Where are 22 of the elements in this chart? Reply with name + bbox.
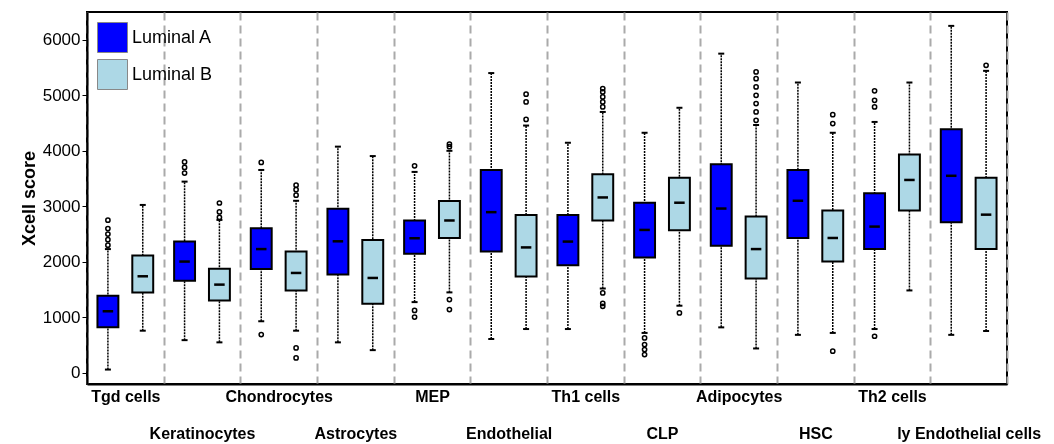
x-tick-label: Th1 cells [551, 387, 621, 405]
legend-label: Luminal A [132, 26, 212, 47]
y-tick-label: 5000 [42, 85, 81, 105]
y-tick-label: 1000 [42, 307, 81, 327]
legend-label: Luminal B [132, 63, 213, 84]
x-tick-label: Keratinocytes [149, 424, 256, 442]
y-tick-label: 0 [71, 363, 81, 383]
y-tick-label: 3000 [42, 196, 81, 216]
x-tick-label: ly Endothelial cells [897, 424, 1042, 442]
x-tick-label: Endothelial [466, 424, 553, 442]
y-tick-label: 2000 [42, 252, 81, 272]
x-tick-label: CLP [646, 424, 679, 442]
y-tick-label: 4000 [42, 141, 81, 161]
x-tick-label: Chondrocytes [225, 387, 334, 405]
x-tick-label: Th2 cells [858, 387, 927, 405]
x-tick-label: Adipocytes [696, 387, 783, 405]
x-tick-label: Astrocytes [314, 424, 398, 442]
y-axis-title: Xcell score [18, 150, 39, 247]
x-tick-label: MEP [415, 387, 451, 405]
x-tick-label: Tgd cells [91, 387, 161, 405]
y-tick-label: 6000 [42, 30, 81, 50]
x-tick-label: HSC [798, 424, 834, 442]
